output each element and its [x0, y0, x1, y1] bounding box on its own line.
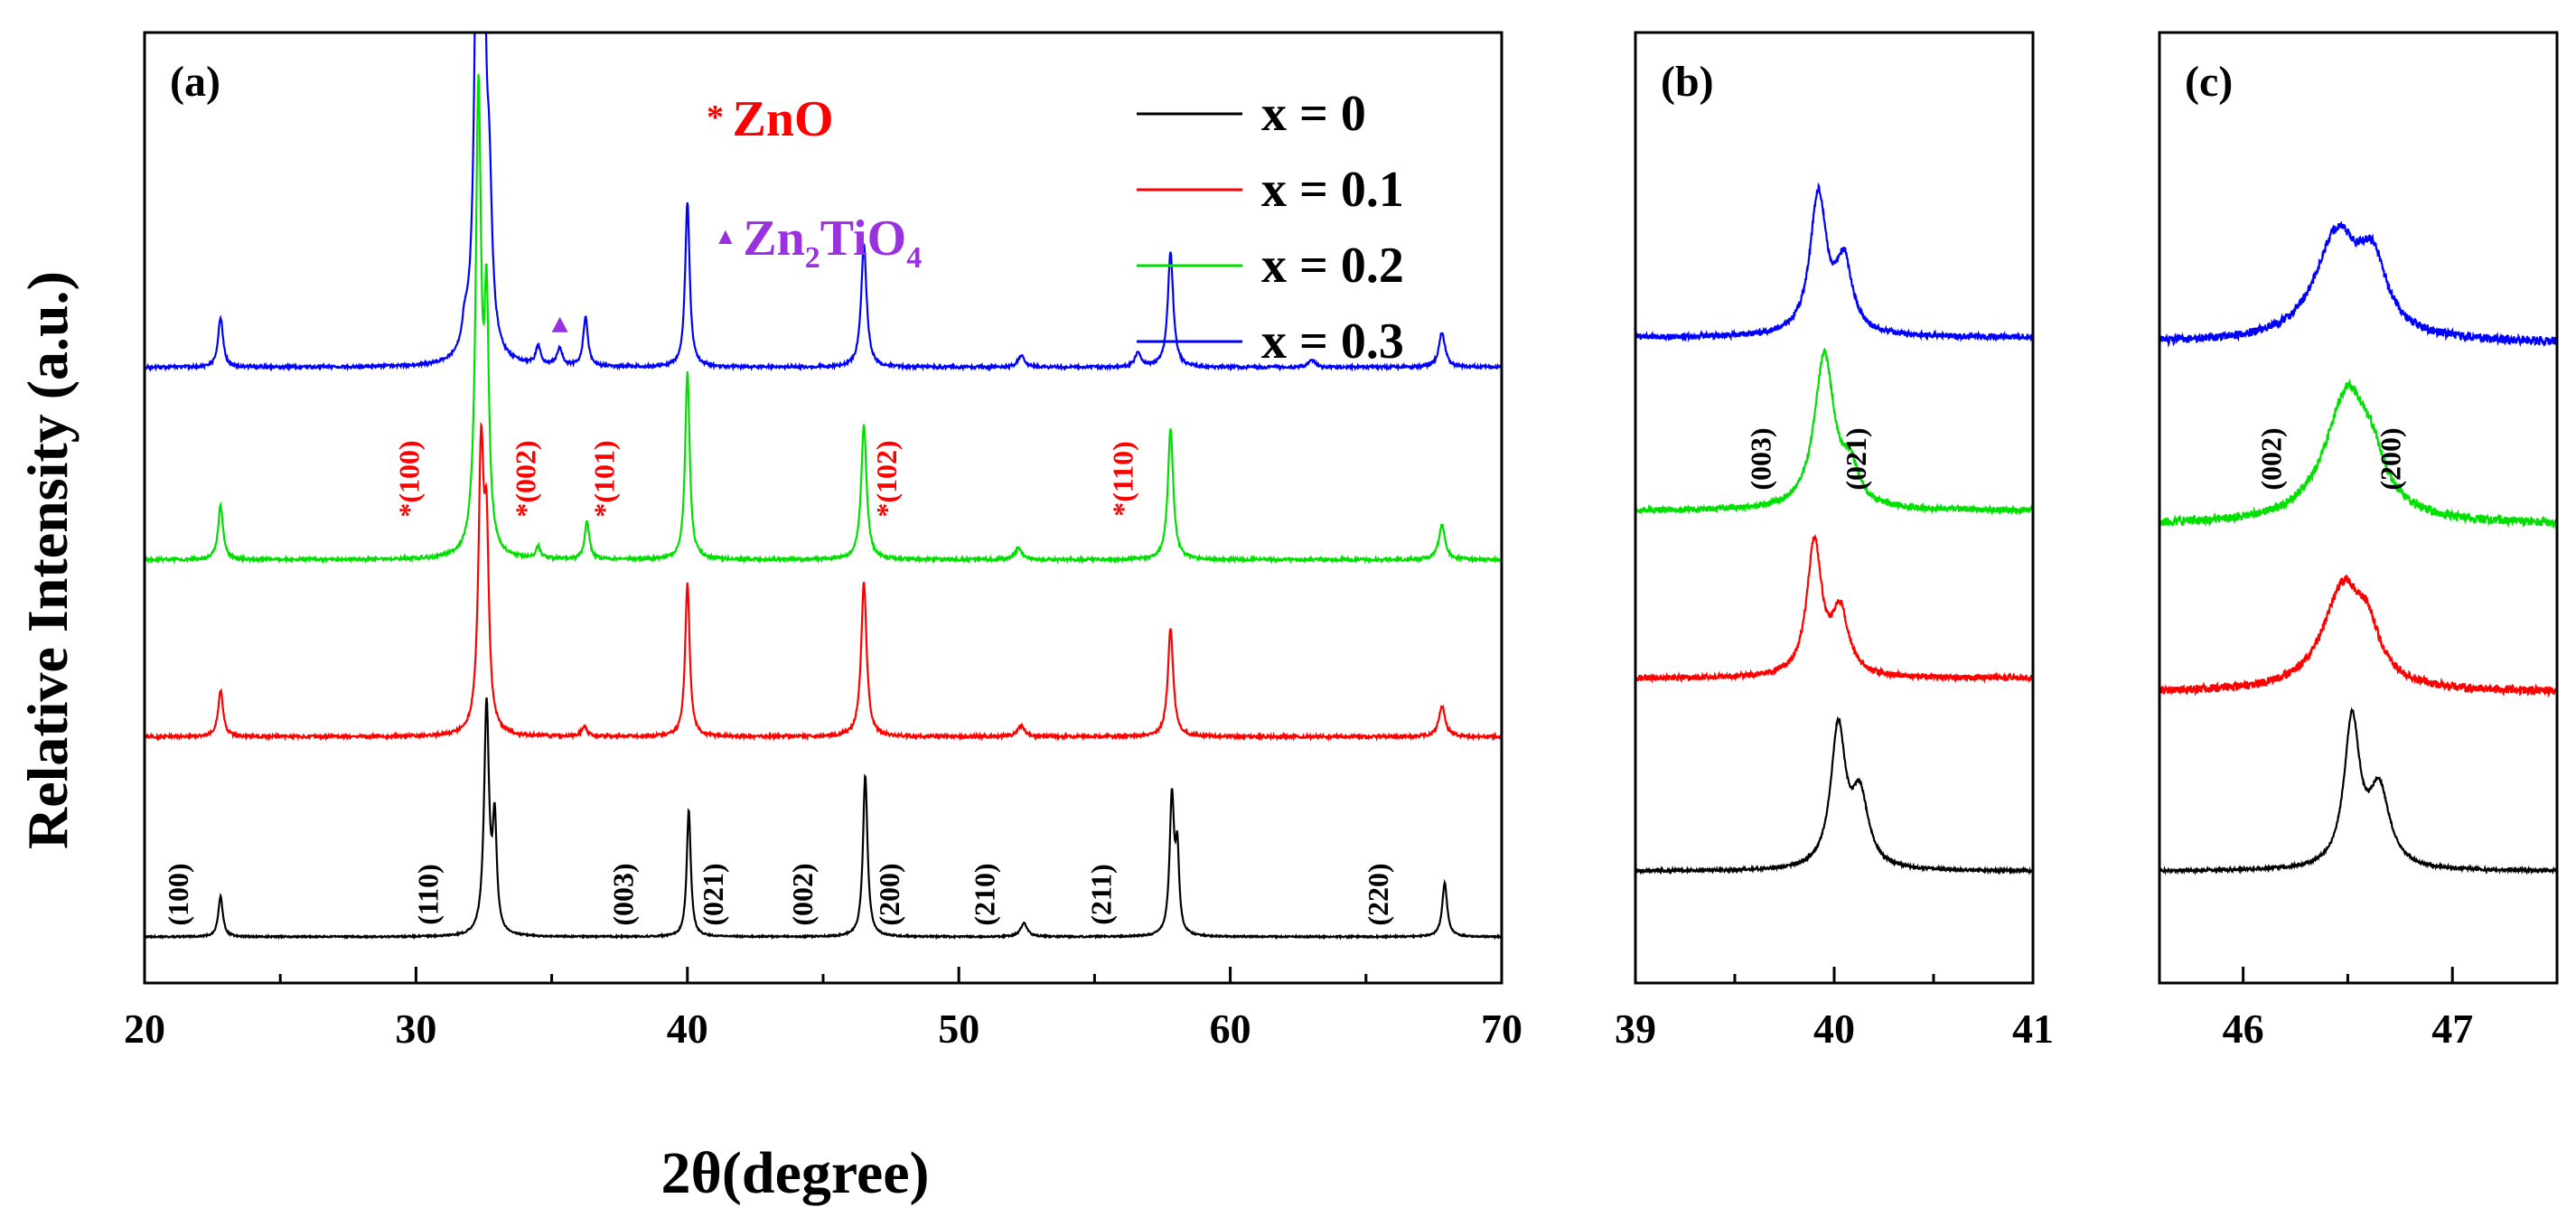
hkl-peak-label: (021) [1840, 427, 1872, 490]
zno-peak-label: *(110) [1107, 441, 1139, 517]
x-tick-label: 20 [124, 1006, 165, 1052]
x-tick-label: 41 [2012, 1006, 2054, 1052]
hkl-peak-label: (021) [697, 863, 729, 925]
series-line-0 [145, 697, 1502, 941]
legend-entry-label: x = 0.3 [1261, 314, 1404, 370]
panel-label: (a) [170, 58, 220, 106]
series-line-2 [1635, 347, 2033, 516]
x-tick-label: 46 [2223, 1006, 2264, 1052]
x-tick-label: 39 [1615, 1006, 1656, 1052]
zn2tio4-peak-marker [551, 316, 568, 332]
series-line-3 [1635, 182, 2033, 343]
series-line-2 [2159, 378, 2557, 529]
hkl-peak-label: (220) [1362, 863, 1394, 925]
hkl-peak-label: (200) [2374, 427, 2406, 490]
hkl-peak-label: (211) [1084, 864, 1117, 925]
series-legend: x = 0 x = 0.1 x = 0.2 x = 0.3 [1137, 86, 1404, 370]
x-tick-label: 30 [395, 1006, 436, 1052]
hkl-peak-label: (110) [411, 864, 444, 925]
zno-peak-label: *(100) [392, 440, 425, 517]
series-line-3 [2159, 220, 2557, 348]
zno-peak-label: *(002) [510, 440, 542, 517]
hkl-peak-label: (002) [2254, 427, 2287, 490]
panel-label: (b) [1661, 58, 1714, 106]
hkl-peak-label: (003) [607, 863, 640, 925]
x-tick-label: 50 [938, 1006, 979, 1052]
panel-c: 46 47 (c) (002) (200) [2158, 31, 2559, 1052]
zno-legend-label: * ZnO [707, 91, 834, 147]
hkl-peak-label: (003) [1745, 427, 1777, 490]
x-axis-title: 2θ(degree) [660, 1140, 929, 1206]
hkl-peak-label: (210) [968, 863, 1000, 925]
legend-entry-label: x = 0 [1261, 86, 1366, 142]
x-tick-label: 70 [1481, 1006, 1522, 1052]
panel-a: 20 30 40 50 60 70 (a) (100) (110) (003) (021) (002)… [124, 31, 1522, 1052]
x-tick-label: 60 [1210, 1006, 1251, 1052]
zno-peak-label: *(102) [870, 440, 903, 517]
plot-frame [2158, 31, 2559, 985]
series-line-0 [1635, 716, 2033, 876]
x-tick-label: 40 [1813, 1006, 1855, 1052]
series-line-1 [145, 421, 1502, 743]
hkl-peak-label: (200) [873, 863, 905, 925]
hkl-peak-label: (100) [162, 863, 194, 925]
series-line-2 [145, 73, 1502, 566]
series-line-1 [1635, 533, 2033, 684]
hkl-peak-label: (002) [786, 863, 819, 925]
panel-b: 39 40 41 (b) (003) (021) [1615, 31, 2054, 1052]
zno-peak-label: *(101) [588, 440, 621, 517]
x-tick-label: 47 [2431, 1006, 2473, 1052]
series-line-0 [2159, 707, 2557, 875]
series-line-3 [145, 33, 1502, 372]
series-line-1 [2159, 574, 2557, 698]
x-tick-label: 40 [667, 1006, 708, 1052]
panel-label: (c) [2185, 58, 2233, 106]
legend-entry-label: x = 0.2 [1261, 238, 1404, 294]
zn2tio4-legend-label: ▲ Zn2TiO4 [714, 211, 922, 275]
y-axis-title: Relative Intensity (a.u.) [15, 271, 80, 849]
legend-entry-label: x = 0.1 [1261, 162, 1404, 218]
